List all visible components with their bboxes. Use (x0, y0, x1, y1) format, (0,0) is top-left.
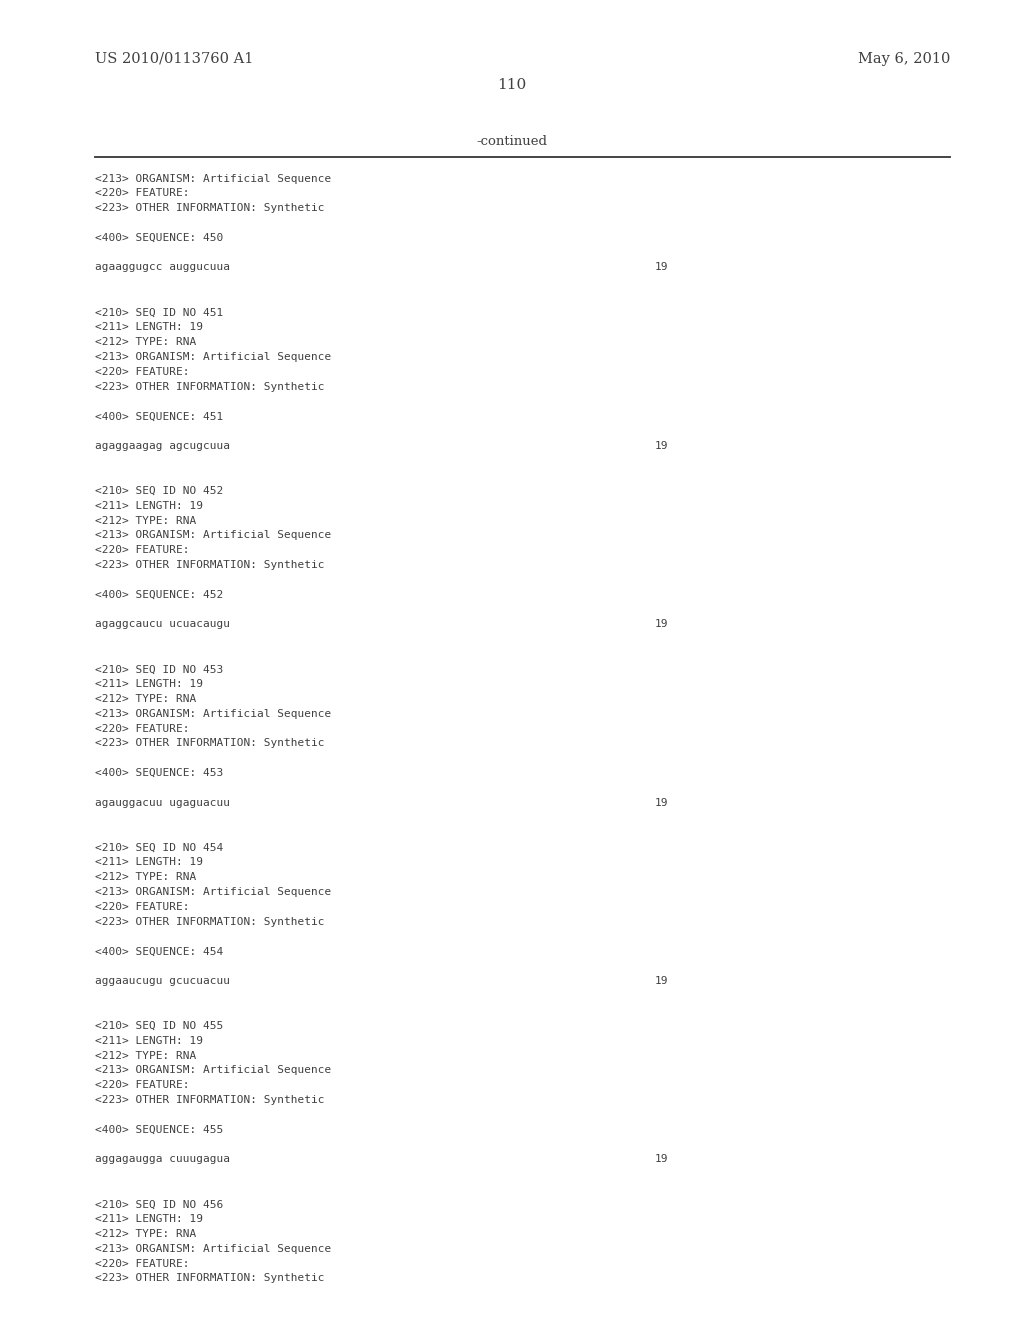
Text: <210> SEQ ID NO 455: <210> SEQ ID NO 455 (95, 1020, 223, 1031)
Text: 19: 19 (655, 797, 669, 808)
Text: <223> OTHER INFORMATION: Synthetic: <223> OTHER INFORMATION: Synthetic (95, 1274, 325, 1283)
Text: 19: 19 (655, 619, 669, 630)
Text: <220> FEATURE:: <220> FEATURE: (95, 902, 189, 912)
Text: <213> ORGANISM: Artificial Sequence: <213> ORGANISM: Artificial Sequence (95, 1065, 331, 1076)
Text: <210> SEQ ID NO 453: <210> SEQ ID NO 453 (95, 664, 223, 675)
Text: <400> SEQUENCE: 455: <400> SEQUENCE: 455 (95, 1125, 223, 1135)
Text: <213> ORGANISM: Artificial Sequence: <213> ORGANISM: Artificial Sequence (95, 709, 331, 718)
Text: <211> LENGTH: 19: <211> LENGTH: 19 (95, 1214, 203, 1224)
Text: <213> ORGANISM: Artificial Sequence: <213> ORGANISM: Artificial Sequence (95, 531, 331, 540)
Text: <210> SEQ ID NO 454: <210> SEQ ID NO 454 (95, 842, 223, 853)
Text: 19: 19 (655, 975, 669, 986)
Text: <213> ORGANISM: Artificial Sequence: <213> ORGANISM: Artificial Sequence (95, 174, 331, 183)
Text: <400> SEQUENCE: 454: <400> SEQUENCE: 454 (95, 946, 223, 956)
Text: agauggacuu ugaguacuu: agauggacuu ugaguacuu (95, 797, 230, 808)
Text: <212> TYPE: RNA: <212> TYPE: RNA (95, 337, 197, 347)
Text: 19: 19 (655, 441, 669, 451)
Text: <400> SEQUENCE: 450: <400> SEQUENCE: 450 (95, 232, 223, 243)
Text: aggaaucugu gcucuacuu: aggaaucugu gcucuacuu (95, 975, 230, 986)
Text: <212> TYPE: RNA: <212> TYPE: RNA (95, 516, 197, 525)
Text: <210> SEQ ID NO 456: <210> SEQ ID NO 456 (95, 1200, 223, 1209)
Text: <220> FEATURE:: <220> FEATURE: (95, 1258, 189, 1269)
Text: <223> OTHER INFORMATION: Synthetic: <223> OTHER INFORMATION: Synthetic (95, 203, 325, 214)
Text: May 6, 2010: May 6, 2010 (858, 51, 950, 66)
Text: <211> LENGTH: 19: <211> LENGTH: 19 (95, 678, 203, 689)
Text: <213> ORGANISM: Artificial Sequence: <213> ORGANISM: Artificial Sequence (95, 887, 331, 898)
Text: <400> SEQUENCE: 452: <400> SEQUENCE: 452 (95, 590, 223, 599)
Text: agaaggugcc auggucuua: agaaggugcc auggucuua (95, 263, 230, 272)
Text: <212> TYPE: RNA: <212> TYPE: RNA (95, 694, 197, 704)
Text: <213> ORGANISM: Artificial Sequence: <213> ORGANISM: Artificial Sequence (95, 352, 331, 362)
Text: <213> ORGANISM: Artificial Sequence: <213> ORGANISM: Artificial Sequence (95, 1243, 331, 1254)
Text: <211> LENGTH: 19: <211> LENGTH: 19 (95, 1036, 203, 1045)
Text: aggagaugga cuuugagua: aggagaugga cuuugagua (95, 1154, 230, 1164)
Text: <212> TYPE: RNA: <212> TYPE: RNA (95, 1229, 197, 1239)
Text: <211> LENGTH: 19: <211> LENGTH: 19 (95, 322, 203, 333)
Text: 19: 19 (655, 1154, 669, 1164)
Text: <223> OTHER INFORMATION: Synthetic: <223> OTHER INFORMATION: Synthetic (95, 560, 325, 570)
Text: <223> OTHER INFORMATION: Synthetic: <223> OTHER INFORMATION: Synthetic (95, 1096, 325, 1105)
Text: <211> LENGTH: 19: <211> LENGTH: 19 (95, 500, 203, 511)
Text: <220> FEATURE:: <220> FEATURE: (95, 367, 189, 376)
Text: <223> OTHER INFORMATION: Synthetic: <223> OTHER INFORMATION: Synthetic (95, 381, 325, 392)
Text: <220> FEATURE:: <220> FEATURE: (95, 723, 189, 734)
Text: <210> SEQ ID NO 451: <210> SEQ ID NO 451 (95, 308, 223, 318)
Text: <220> FEATURE:: <220> FEATURE: (95, 1080, 189, 1090)
Text: <223> OTHER INFORMATION: Synthetic: <223> OTHER INFORMATION: Synthetic (95, 916, 325, 927)
Text: <220> FEATURE:: <220> FEATURE: (95, 545, 189, 556)
Text: <212> TYPE: RNA: <212> TYPE: RNA (95, 873, 197, 882)
Text: <400> SEQUENCE: 451: <400> SEQUENCE: 451 (95, 412, 223, 421)
Text: US 2010/0113760 A1: US 2010/0113760 A1 (95, 51, 253, 66)
Text: <223> OTHER INFORMATION: Synthetic: <223> OTHER INFORMATION: Synthetic (95, 738, 325, 748)
Text: 19: 19 (655, 263, 669, 272)
Text: agaggcaucu ucuacaugu: agaggcaucu ucuacaugu (95, 619, 230, 630)
Text: <400> SEQUENCE: 453: <400> SEQUENCE: 453 (95, 768, 223, 777)
Text: 110: 110 (498, 78, 526, 92)
Text: <212> TYPE: RNA: <212> TYPE: RNA (95, 1051, 197, 1060)
Text: <220> FEATURE:: <220> FEATURE: (95, 189, 189, 198)
Text: agaggaagag agcugcuua: agaggaagag agcugcuua (95, 441, 230, 451)
Text: -continued: -continued (476, 135, 548, 148)
Text: <210> SEQ ID NO 452: <210> SEQ ID NO 452 (95, 486, 223, 496)
Text: <211> LENGTH: 19: <211> LENGTH: 19 (95, 858, 203, 867)
